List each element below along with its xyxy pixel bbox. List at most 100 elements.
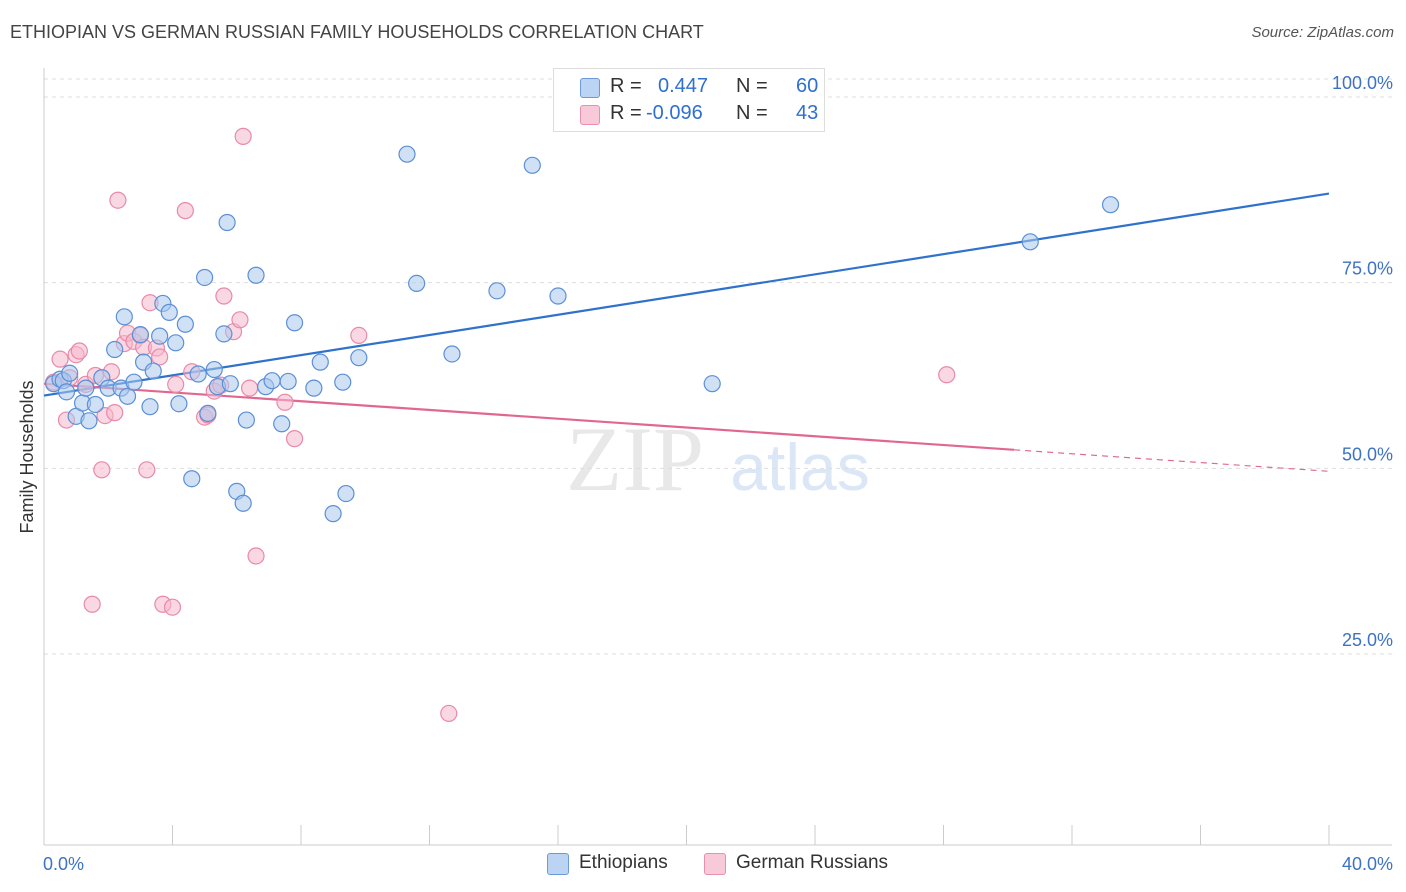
y-axis-title: Family Households (17, 380, 37, 533)
german-russian-point (151, 348, 169, 366)
ethiopian-point (183, 470, 201, 488)
ethiopian-point (151, 327, 169, 345)
chart-title: ETHIOPIAN VS GERMAN RUSSIAN FAMILY HOUSE… (10, 22, 704, 42)
legend-r-label: R = (610, 75, 642, 97)
grid-lines (44, 78, 1392, 655)
axis-labels: Family Households 0.0% 40.0% 25.0% 50.0% 7… (17, 73, 1393, 874)
legend-r-value-german-russians: -0.096 (646, 102, 703, 124)
ethiopian-point (334, 373, 352, 391)
ethiopian-point (167, 334, 185, 352)
ethiopian-point (263, 372, 281, 390)
ethiopian-point (199, 404, 217, 422)
watermark-atlas: atlas (730, 430, 869, 504)
legend-swatch-blue (580, 78, 600, 98)
ethiopian-point (77, 379, 95, 397)
ethiopian-point (118, 387, 137, 405)
x-tick-label-min: 0.0% (43, 854, 84, 874)
ethiopian-point (443, 345, 461, 363)
correlation-legend: R = 0.447 N = 60 R = -0.096 N = 43 (553, 68, 825, 132)
ethiopian-point (144, 362, 162, 380)
ethiopian-point (170, 395, 188, 413)
y-tick-label-25: 25.0% (1342, 630, 1393, 650)
legend-n-label: N = (736, 75, 768, 97)
y-tick-label-100: 100.0% (1332, 73, 1393, 93)
german-russian-point (231, 311, 249, 329)
ethiopian-point (234, 494, 252, 512)
ethiopian-point (189, 365, 207, 383)
trend-line-german-russians-extension (1014, 449, 1330, 472)
german-russian-point (285, 430, 304, 448)
trend-lines (43, 192, 1330, 472)
ethiopian-point (408, 274, 426, 293)
trend-line-german-russians (43, 382, 1015, 451)
german-russian-point (83, 595, 101, 613)
german-russian-point (176, 202, 194, 220)
german-russian-point (109, 191, 127, 209)
ethiopian-point (311, 353, 329, 371)
ethiopian-point (86, 395, 105, 414)
ethiopian-point (247, 266, 265, 284)
axes (43, 68, 1392, 846)
ethiopian-point (61, 364, 79, 382)
bottom-legend-swatch-pink (704, 853, 726, 875)
trend-line-ethiopians (43, 192, 1330, 397)
ethiopian-point (279, 372, 297, 391)
ethiopian-point (488, 282, 506, 300)
ethiopian-point (398, 145, 416, 163)
legend-r-value-ethiopians: 0.447 (658, 75, 709, 97)
german-russian-point (93, 461, 111, 479)
ethiopian-point (141, 398, 159, 416)
german-russian-point (163, 598, 182, 616)
legend-n-value-german-russians: 43 (796, 102, 819, 124)
german-russian-point (440, 704, 458, 723)
ethiopian-point (106, 340, 124, 359)
german-russian-point (70, 342, 88, 360)
german-russian-point (167, 375, 185, 394)
ethiopian-point (703, 375, 721, 393)
ethiopian-point (273, 415, 291, 433)
german-russian-point (215, 287, 233, 305)
german-russian-point (234, 127, 252, 145)
ethiopian-point (218, 213, 236, 232)
german-russian-point (938, 366, 956, 384)
ethiopian-point (205, 360, 223, 379)
ethiopian-point (1101, 196, 1120, 214)
bottom-legend-label-german-russians: German Russians (736, 852, 889, 873)
german-russian-point (276, 393, 294, 411)
german-russian-point (350, 326, 368, 344)
legend-n-value-ethiopians: 60 (796, 75, 819, 97)
legend-n-label: N = (736, 102, 768, 124)
german-russian-point (138, 461, 156, 479)
german-russian-point (51, 350, 69, 368)
german-russian-point (247, 547, 265, 565)
ethiopian-point (160, 303, 178, 321)
ethiopian-point (523, 156, 541, 174)
chart-source: Source: ZipAtlas.com (1251, 24, 1394, 41)
ethiopian-point (305, 379, 323, 397)
ethiopian-point (1021, 233, 1039, 251)
german-russian-point (106, 404, 124, 422)
x-tick-label-max: 40.0% (1342, 854, 1393, 874)
ethiopian-point (285, 314, 304, 332)
ethiopian-point (196, 268, 214, 287)
ethiopian-point (324, 505, 342, 523)
ethiopian-point (131, 326, 149, 344)
ethiopian-point (125, 373, 143, 391)
legend-swatch-pink (580, 105, 600, 125)
y-tick-label-50: 50.0% (1342, 444, 1393, 464)
ethiopian-point (57, 383, 76, 401)
bottom-legend-label-ethiopians: Ethiopians (579, 852, 668, 873)
ethiopian-point (80, 412, 98, 430)
legend-r-label: R = (610, 102, 642, 124)
ethiopian-point (221, 375, 239, 393)
ethiopian-point (337, 484, 355, 503)
ethiopian-point (237, 411, 255, 429)
german-russian-point (241, 379, 259, 397)
ethiopian-point (549, 287, 567, 305)
ethiopian-point (215, 325, 233, 343)
data-points (45, 127, 1120, 723)
y-tick-label-75: 75.0% (1342, 259, 1393, 279)
bottom-legend-swatch-blue (547, 853, 569, 875)
ethiopian-point (350, 349, 368, 367)
